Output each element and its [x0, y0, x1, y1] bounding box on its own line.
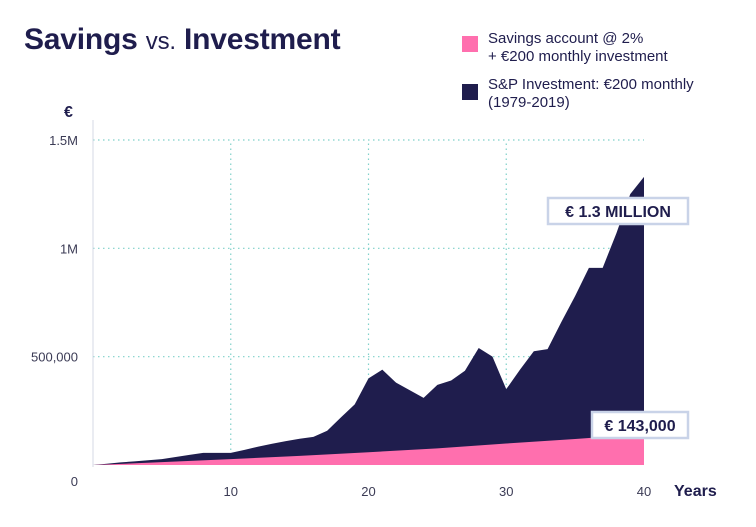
investment-point-11: [244, 449, 246, 451]
investment-point-21: [381, 369, 383, 371]
annotation-box-0: [546, 196, 690, 226]
title-vs: vs.: [145, 28, 176, 55]
annotation-text-0: € 1.3 MILLION: [565, 204, 671, 221]
y-tick-label-0: 0: [71, 474, 78, 489]
x-tick-label-1: 20: [361, 484, 375, 499]
savings-point-6: [505, 443, 507, 445]
investment-point-19: [354, 404, 356, 406]
savings-point-3: [299, 455, 301, 457]
savings-point-4: [368, 451, 370, 453]
y-tick-label-1: 500,000: [31, 350, 78, 365]
legend-swatch-investment: [462, 84, 478, 100]
investment-point-4: [147, 459, 149, 461]
annotation-text-1: € 143,000: [604, 418, 675, 435]
x-tick-label-0: 10: [224, 484, 238, 499]
grid-layer: [93, 139, 644, 465]
savings-point-1: [161, 461, 163, 463]
investment-point-34: [561, 321, 563, 323]
chart-title: Savings vs. Investment: [24, 22, 341, 60]
investment-point-24: [423, 397, 425, 399]
title-savings: Savings: [24, 23, 138, 56]
legend-swatch-savings: [462, 36, 478, 52]
x-axis-label: Years: [674, 483, 717, 500]
savings-area: [93, 434, 644, 465]
investment-point-30: [505, 388, 507, 390]
investment-point-39: [629, 193, 631, 195]
savings-point-5: [437, 448, 439, 450]
investment-point-36: [588, 267, 590, 269]
investment-point-28: [478, 347, 480, 349]
annotation-layer: € 1.3 MILLION € 143,000: [546, 196, 690, 440]
annotation-callout-0: € 1.3 MILLION: [546, 196, 690, 226]
legend-investment-line2: (1979-2019): [488, 94, 570, 111]
investment-point-5: [161, 458, 163, 460]
investment-area: [93, 176, 644, 465]
investment-point-32: [533, 350, 535, 352]
investment-point-7: [189, 454, 191, 456]
investment-point-38: [616, 232, 618, 234]
investment-point-16: [313, 436, 315, 438]
investment-point-18: [340, 417, 342, 419]
investment-point-35: [574, 295, 576, 297]
investment-point-14: [285, 440, 287, 442]
legend-savings-line2: + €200 monthly investment: [488, 48, 668, 65]
x-tick-label-2: 30: [499, 484, 513, 499]
legend-label-savings: Savings account @ 2% + €200 monthly inve…: [488, 30, 668, 66]
axes-layer: 0 500,000 1M 1.5M €10 20 30 40 Years: [31, 104, 717, 500]
annotation-callout-1: € 143,000: [590, 410, 690, 440]
investment-point-25: [437, 384, 439, 386]
savings-point-2: [230, 458, 232, 460]
investment-point-2: [120, 462, 122, 464]
investment-point-26: [450, 380, 452, 382]
investment-point-15: [299, 438, 301, 440]
legend-label-investment: S&P Investment: €200 monthly (1979-2019): [488, 76, 694, 112]
annotation-box-1: [590, 410, 690, 440]
legend-savings-line1: Savings account @ 2%: [488, 30, 644, 47]
investment-point-6: [175, 456, 177, 458]
investment-point-29: [492, 356, 494, 358]
investment-point-9: [216, 452, 218, 454]
legend-investment-line1: S&P Investment: €200 monthly: [488, 76, 694, 93]
investment-point-1: [106, 463, 108, 465]
y-tick-label-2: 1M: [60, 241, 78, 256]
investment-point-12: [258, 446, 260, 448]
investment-point-8: [202, 452, 204, 454]
investment-point-33: [547, 348, 549, 350]
y-tick-label-3: 1.5M: [49, 133, 78, 148]
investment-point-10: [230, 452, 232, 454]
investment-point-27: [464, 370, 466, 372]
investment-point-3: [134, 461, 136, 463]
investment-point-22: [395, 382, 397, 384]
series-layer: [93, 176, 645, 465]
investment-point-20: [368, 378, 370, 380]
x-tick-label-3: 40: [637, 484, 651, 499]
investment-point-23: [409, 389, 411, 391]
investment-point-40: [643, 176, 645, 178]
savings-point-7: [574, 438, 576, 440]
title-investment: Investment: [184, 23, 341, 56]
investment-point-17: [326, 430, 328, 432]
investment-point-13: [271, 443, 273, 445]
y-axis-label: €: [64, 104, 73, 121]
investment-point-31: [519, 369, 521, 371]
investment-point-37: [602, 267, 604, 269]
